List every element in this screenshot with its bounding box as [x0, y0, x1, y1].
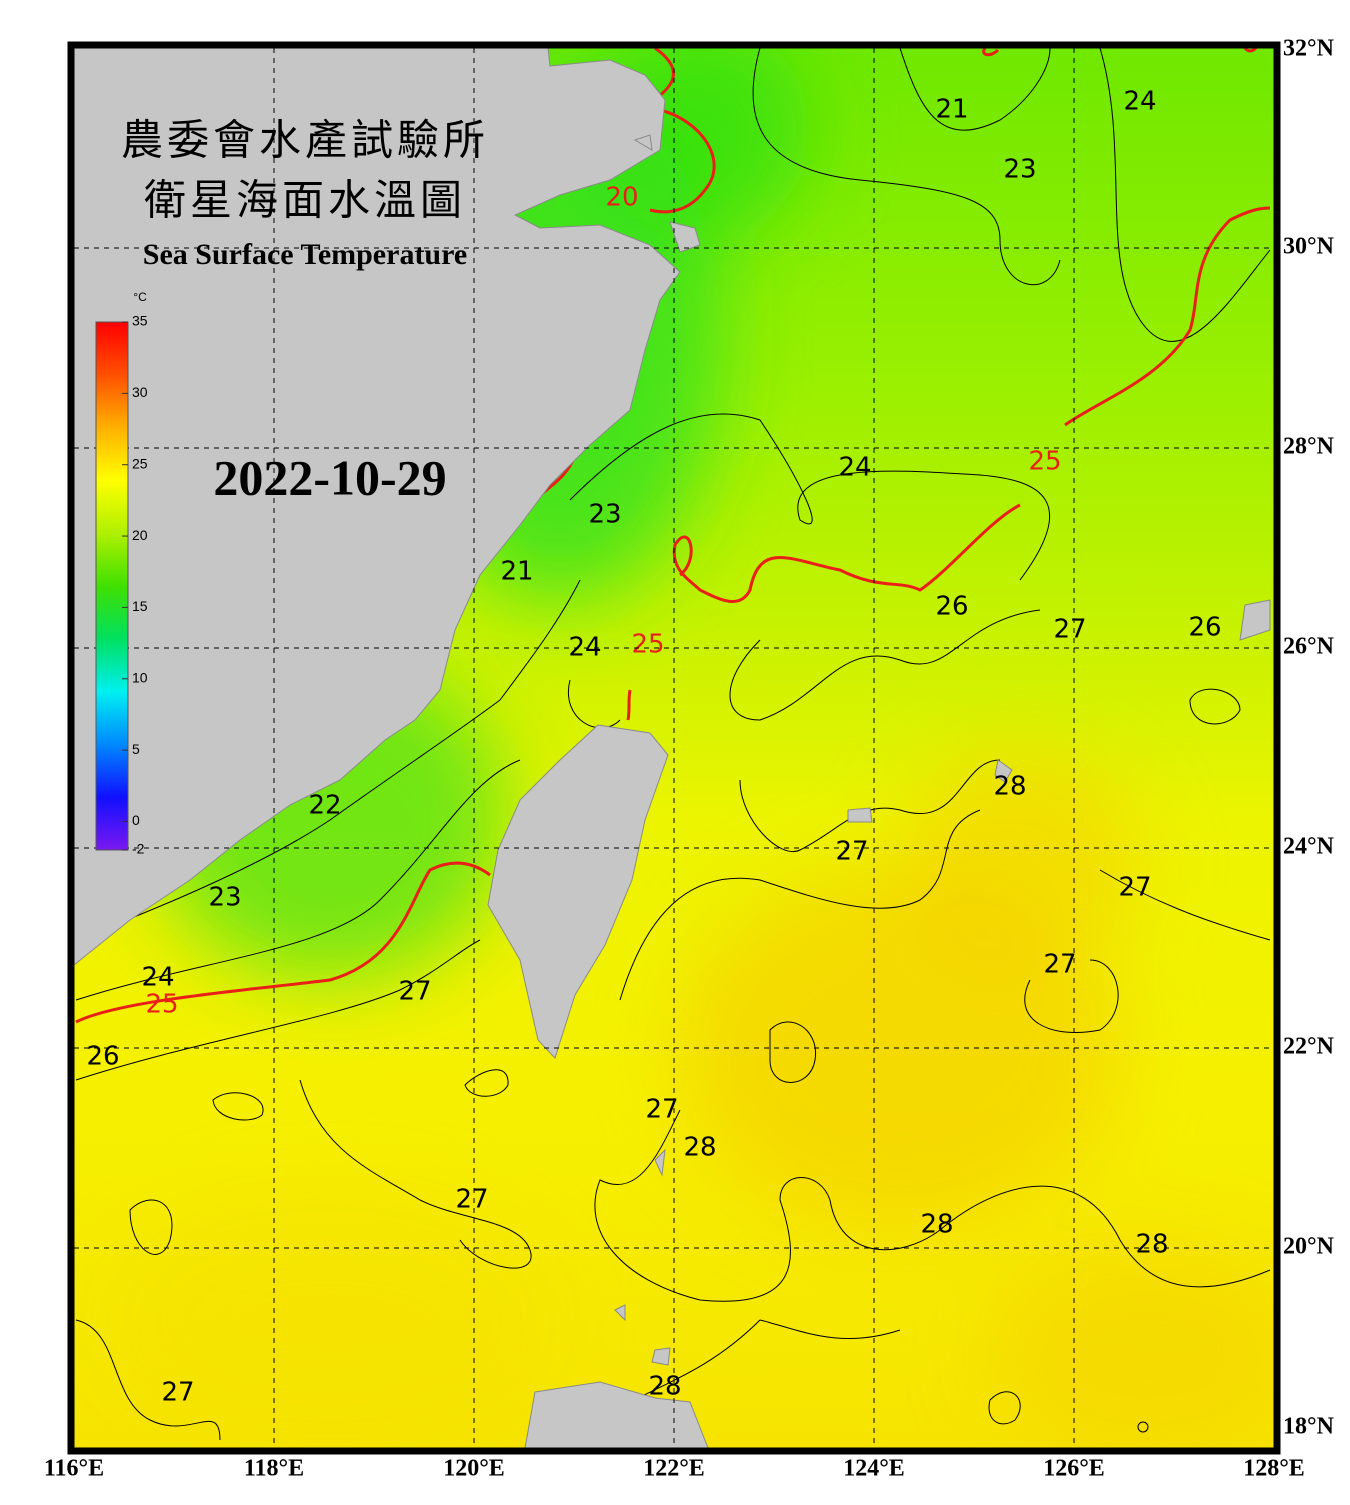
contour-label: 23 — [1003, 155, 1036, 185]
lat-tick-label: 26°N — [1283, 634, 1335, 660]
contour-label: 21 — [935, 95, 968, 125]
colorbar-tick-label: -2 — [132, 841, 145, 857]
lat-tick-label: 28°N — [1283, 434, 1335, 460]
lat-tick-label: 22°N — [1283, 1034, 1335, 1060]
contour-label: 26 — [86, 1042, 119, 1072]
lon-tick-label: 118°E — [244, 1456, 304, 1482]
contour-label: 25 — [631, 630, 664, 660]
colorbar-unit: °C — [133, 290, 147, 304]
lat-tick-label: 32°N — [1283, 36, 1335, 62]
contour-label: 25 — [145, 990, 178, 1020]
axes: 116°E 118°E 120°E 122°E 124°E 126°E 128°E 32°N 3… — [44, 36, 1335, 1482]
contour-label: 28 — [920, 1210, 953, 1240]
land — [74, 48, 1271, 1448]
lon-tick-label: 126°E — [1043, 1456, 1105, 1482]
contour-label: 24 — [838, 453, 871, 483]
title-institute: 農委會水產試驗所 — [121, 118, 489, 165]
contour-label: 27 — [161, 1378, 194, 1408]
colorbar-tick-label: 30 — [132, 384, 148, 400]
lon-tick-label: 128°E — [1243, 1456, 1305, 1482]
contour-lines — [75, 48, 1271, 1441]
colorbar-tick-label: 0 — [132, 812, 140, 828]
date: 2022-10-29 — [213, 449, 446, 505]
contour-label: 27 — [455, 1185, 488, 1215]
colorbar-tick-label: 10 — [132, 669, 148, 685]
lat-tick-label: 20°N — [1283, 1234, 1335, 1260]
contour-label: 28 — [993, 772, 1026, 802]
contour-label: 27 — [1053, 615, 1086, 645]
lon-tick-label: 122°E — [643, 1456, 705, 1482]
colorbar-tick-label: 5 — [132, 741, 140, 757]
title-product: 衛星海面水溫圖 — [144, 179, 466, 225]
lon-tick-label: 124°E — [843, 1456, 905, 1482]
contour-label: 27 — [1118, 873, 1151, 903]
colorbar-tick-label: 35 — [132, 313, 148, 329]
contour-label: 28 — [683, 1133, 716, 1163]
colorbar-tick-label: 20 — [132, 527, 148, 543]
lon-tick-label: 116°E — [44, 1456, 104, 1482]
contour-label: 20 — [605, 183, 638, 213]
colorbar-tick-label: 15 — [132, 598, 148, 614]
contour-label: 23 — [208, 883, 241, 913]
lon-tick-label: 120°E — [443, 1456, 505, 1482]
contour-label: 23 — [588, 500, 621, 530]
contour-label: 27 — [835, 837, 868, 867]
contour-label: 27 — [1043, 950, 1076, 980]
contour-label: 22 — [308, 791, 341, 821]
title-english: Sea Surface Temperature — [143, 238, 467, 271]
contour-label: 21 — [500, 557, 533, 587]
colorbar-bar — [95, 321, 129, 851]
lat-tick-label: 24°N — [1283, 834, 1335, 860]
contour-label: 24 — [141, 963, 174, 993]
contour-label: 27 — [645, 1095, 678, 1125]
contour-label: 28 — [648, 1372, 681, 1402]
contour-label: 26 — [1188, 613, 1221, 643]
contour-label: 26 — [935, 592, 968, 622]
contour-label: 25 — [1028, 447, 1061, 477]
contour-label: 28 — [1135, 1230, 1168, 1260]
contour-label: 27 — [398, 977, 431, 1007]
contour-label: 24 — [1123, 87, 1156, 117]
map-frame — [67, 41, 1281, 1455]
grid — [74, 48, 1274, 1448]
lat-tick-label: 30°N — [1283, 234, 1335, 260]
lat-tick-label: 18°N — [1283, 1414, 1335, 1440]
colorbar: 35 30 25 20 15 10 5 0 -2 — [95, 313, 148, 857]
colorbar-tick-label: 25 — [132, 455, 148, 471]
